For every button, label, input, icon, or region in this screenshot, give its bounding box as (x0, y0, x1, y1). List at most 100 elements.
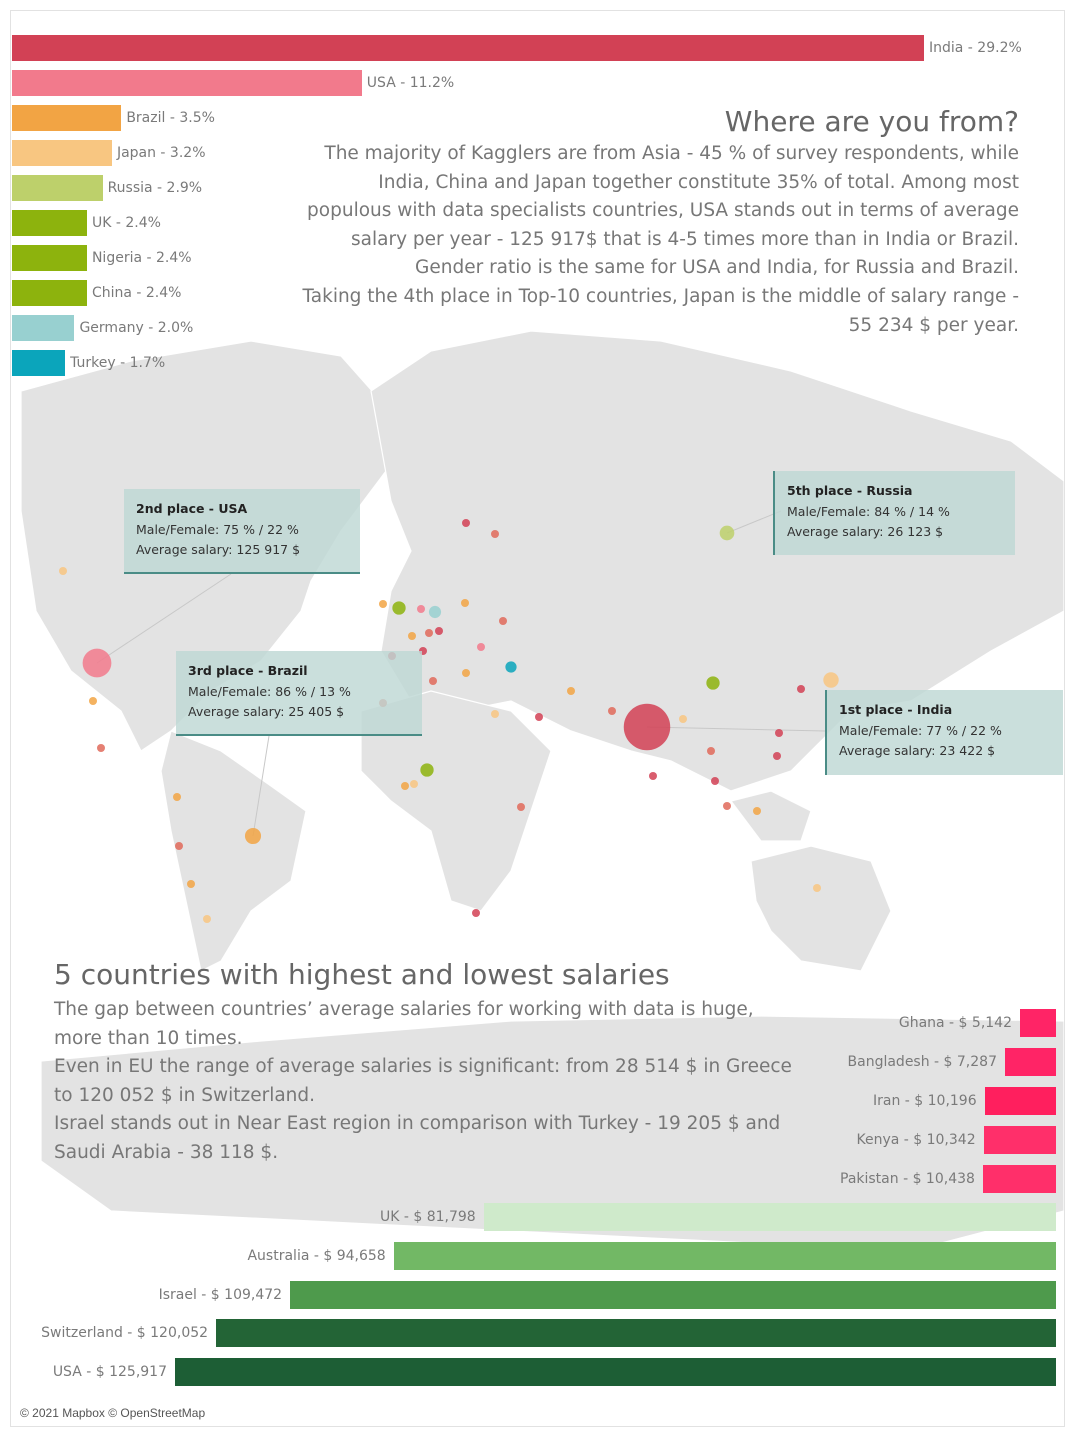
map-point-minor (379, 600, 387, 608)
map-point-usa (82, 648, 112, 678)
salaries-paragraph: The gap between countries’ average salar… (54, 996, 792, 1168)
where-title: Where are you from? (724, 105, 1019, 138)
map-point-turkey (505, 661, 517, 673)
lowest-salary-bar-label-ghana: Ghana - $ 5,142 (898, 1015, 1012, 1031)
lowest-salary-bar-label-iran: Iran - $ 10,196 (872, 1093, 977, 1109)
annotation-india-gender: Male/Female: 77 % / 22 % (839, 722, 1002, 738)
map-point-minor (401, 782, 409, 790)
country-bar-label-india: India - 29.2% (929, 40, 1022, 56)
map-point-minor (59, 567, 67, 575)
lowest-salary-bar-bangladesh (1004, 1048, 1056, 1076)
where-paragraph-line: India, China and Japan together constitu… (378, 171, 1019, 193)
annotation-russia-gender: Male/Female: 84 % / 14 % (787, 503, 950, 519)
annotation-india-salary: Average salary: 23 422 $ (839, 743, 996, 758)
highest-salary-bar-label-usa: USA - $ 125,917 (52, 1364, 167, 1381)
where-paragraph-line: The majority of Kagglers are from Asia -… (324, 143, 1019, 164)
map-point-nigeria (420, 763, 434, 777)
where-paragraph-line: Gender ratio is the same for USA and Ind… (415, 257, 1019, 279)
highest-salary-bar-uk (483, 1203, 1056, 1231)
country-bar-china (12, 280, 87, 306)
highest-salary-bar-israel (290, 1280, 1056, 1309)
country-bar-label-japan: Japan - 3.2% (116, 145, 206, 161)
map-copyright: © 2021 Mapbox © OpenStreetMap (20, 1406, 206, 1420)
highest-salary-bar-label-israel: Israel - $ 109,472 (158, 1286, 283, 1303)
salaries-paragraph-line: Israel stands out in Near East region in… (54, 1113, 781, 1135)
connector-india (646, 726, 826, 732)
annotation-connectors (96, 510, 826, 837)
map-point-minor (813, 884, 821, 892)
country-bar-turkey (12, 350, 66, 376)
map-point-minor (608, 707, 616, 715)
salaries-title: 5 countries with highest and lowest sala… (54, 958, 670, 991)
country-bar-russia (12, 175, 103, 201)
world-map (20, 330, 1064, 1252)
map-point-india (623, 703, 671, 751)
salaries-paragraph-line: Even in EU the range of average salaries… (54, 1056, 792, 1078)
map-point-minor (435, 627, 443, 635)
lowest-salary-bar-label-pakistan: Pakistan - $ 10,438 (840, 1171, 975, 1187)
country-bar-label-turkey: Turkey - 1.7% (70, 355, 166, 371)
country-bar-label-nigeria: Nigeria - 2.4% (91, 250, 192, 266)
salaries-text-block: 5 countries with highest and lowest sala… (54, 957, 792, 1168)
where-paragraph-line: 55 234 $ per year. (848, 314, 1019, 336)
annotation-usa-title: 2nd place - USA (136, 501, 248, 516)
highest-salary-bar-label-australia: Australia - $ 94,658 (247, 1247, 386, 1264)
lowest-salary-bar-kenya (983, 1126, 1056, 1154)
map-point-minor (175, 842, 183, 850)
map-point-japan (823, 672, 839, 688)
country-bar-label-brazil: Brazil - 3.5% (126, 110, 215, 126)
map-point-minor (517, 803, 525, 811)
connector-brazil (252, 735, 270, 837)
annotation-russia: 5th place - Russia Male/Female: 84 % / 1… (773, 471, 1015, 555)
map-points (59, 519, 839, 923)
map-point-minor (567, 687, 575, 695)
map-point-minor (477, 643, 485, 651)
map-point-minor (649, 772, 657, 780)
map-point-minor (425, 629, 433, 637)
map-point-minor (499, 617, 507, 625)
highest-salary-bar-switzerland (216, 1319, 1056, 1348)
map-point-minor (723, 802, 731, 810)
connector-russia (726, 510, 782, 534)
map-point-minor (753, 807, 761, 815)
where-paragraph-line: populous with data specialists countries… (307, 200, 1019, 222)
country-bar-japan (12, 140, 112, 166)
salaries-paragraph-line: The gap between countries’ average salar… (54, 999, 754, 1020)
map-point-minor (429, 677, 437, 685)
annotation-russia-salary: Average salary: 26 123 $ (787, 524, 944, 539)
country-bar-usa (12, 70, 362, 96)
map-point-minor (187, 880, 195, 888)
map-point-germany (428, 605, 442, 619)
map-point-minor (417, 605, 425, 613)
annotation-brazil-gender: Male/Female: 86 % / 13 % (188, 683, 351, 699)
country-bar-nigeria (12, 245, 87, 271)
country-bar-label-germany: Germany - 2.0% (79, 320, 194, 336)
map-point-minor (203, 915, 211, 923)
map-point-minor (707, 747, 715, 755)
highest-salary-bar-label-uk: UK - $ 81,798 (379, 1209, 476, 1225)
map-point-minor (773, 752, 781, 760)
map-point-minor (89, 697, 97, 705)
salaries-paragraph-line: Saudi Arabia - 38 118 $. (54, 1141, 279, 1163)
country-bar-label-uk: UK - 2.4% (91, 215, 161, 231)
dashboard-frame: India - 29.2% USA - 11.2% Brazil - 3.5% Jap… (10, 10, 1065, 1427)
highest-salary-bar-australia (393, 1241, 1056, 1270)
highest-salary-bar-usa (175, 1358, 1056, 1387)
lowest-salary-bar-label-bangladesh: Bangladesh - $ 7,287 (847, 1054, 997, 1070)
country-bar-label-usa: USA - 11.2% (366, 75, 455, 91)
map-point-minor (462, 519, 470, 527)
map-point-minor (97, 744, 105, 752)
connector-usa (96, 573, 232, 664)
lowest-salary-bar-iran (984, 1087, 1056, 1115)
map-point-minor (711, 777, 719, 785)
map-point-minor (535, 713, 543, 721)
map-point-minor (797, 685, 805, 693)
country-bar-germany (12, 315, 75, 341)
country-bar-brazil (12, 105, 122, 131)
annotation-brazil-salary: Average salary: 25 405 $ (188, 704, 345, 719)
map-landmass (20, 330, 1064, 1252)
where-are-you-from-block: Where are you from? The majority of Kagg… (303, 104, 1019, 340)
where-paragraph-line: salary per year - 125 917$ that is 4-5 t… (351, 228, 1019, 250)
annotation-usa: 2nd place - USA Male/Female: 75 % / 22 %… (124, 489, 360, 574)
country-bar-label-russia: Russia - 2.9% (107, 180, 203, 196)
